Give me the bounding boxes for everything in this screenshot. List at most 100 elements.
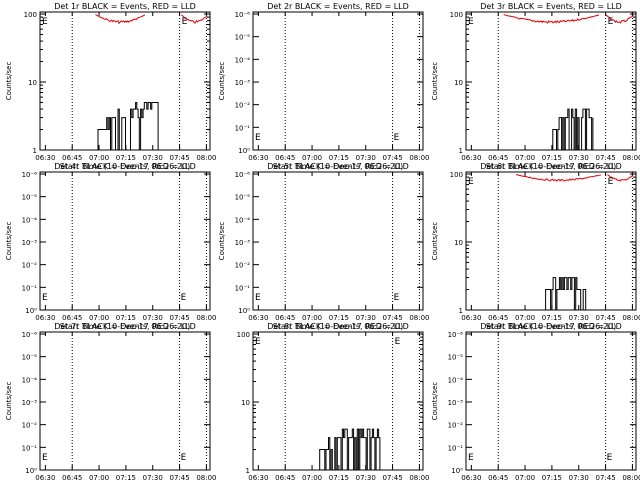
y-tick-label: 10⁻⁶ [235,171,251,179]
x-tick-label: 07:30 [143,314,163,322]
y-tick-label: 10⁻⁴ [448,376,464,384]
x-tick-label: 07:30 [143,474,163,480]
y-tick-label: 10⁻¹ [22,444,38,452]
y-tick-label: 10⁻² [22,262,38,270]
y-tick-label: 10⁻⁶ [235,11,251,19]
y-tick-label: 10⁻⁶ [22,331,38,339]
y-tick-label: 10⁻³ [22,399,38,407]
x-tick-label: 06:30 [35,314,55,322]
y-tick-label: 10⁻³ [448,399,464,407]
x-tick-label: 07:15 [116,474,136,480]
y-axis-label: Counts/sec [431,382,439,421]
chart-title: Det 6r BLACK = Events, RED = LLD [480,162,622,171]
chart-title: Det 9r BLACK = Events, RED = LLD [480,322,622,331]
lld-series [95,14,146,25]
x-tick-label: 06:45 [488,474,508,480]
y-axis-label: Counts/sec [431,222,439,261]
x-tick-label: 07:45 [169,314,189,322]
chart-panel-4: Det 4r BLACK = Events, RED = LLD Counts/s… [5,162,217,331]
y-tick-label: 10⁻¹ [235,124,251,132]
x-tick-label: 07:30 [569,154,589,162]
x-tick-label: 07:45 [382,314,402,322]
e-marker: E [468,17,474,27]
x-tick-label: 07:15 [329,474,349,480]
chart-panel-6: Det 6r BLACK = Events, RED = LLD Counts/s… [431,162,640,331]
y-tick-label: 100 [450,171,463,179]
y-tick-label: 10 [241,399,250,407]
chart-panel-2: Det 2r BLACK = Events, RED = LLD Counts/s… [218,2,430,171]
x-tick-label: 07:45 [595,154,615,162]
x-tick-label: 07:00 [302,474,322,480]
e-marker: E [42,17,48,27]
x-tick-label: 06:45 [488,314,508,322]
x-tick-label: 06:30 [35,474,55,480]
x-tick-label: 07:15 [542,474,562,480]
e-marker: E [181,293,187,303]
x-tick-label: 06:30 [248,314,268,322]
y-tick-label: 10⁰ [25,307,37,315]
y-tick-label: 10⁻⁴ [22,376,38,384]
chart-title: Det 5r BLACK = Events, RED = LLD [267,162,409,171]
y-tick-label: 10⁻⁵ [22,194,38,202]
x-tick-label: 07:00 [515,314,535,322]
plot-frame [39,331,211,471]
e-marker: E [255,337,261,347]
x-tick-label: 06:45 [275,474,295,480]
x-tick-label: 06:45 [62,154,82,162]
x-tick-label: 08:00 [622,154,640,162]
x-tick-label: 07:45 [382,154,402,162]
y-tick-label: 10⁰ [451,467,463,475]
y-tick-label: 10⁻² [235,102,251,110]
x-tick-label: 08:00 [409,154,429,162]
chart-title: Det 2r BLACK = Events, RED = LLD [267,2,409,11]
chart-panel-5: Det 5r BLACK = Events, RED = LLD Counts/s… [218,162,430,331]
y-axis-label: Counts/sec [431,62,439,101]
x-tick-label: 08:00 [409,314,429,322]
events-series [45,102,159,151]
x-tick-label: 06:30 [461,314,481,322]
x-tick-label: 07:15 [329,154,349,162]
lld-series [503,14,600,24]
x-tick-label: 06:45 [62,474,82,480]
x-tick-label: 07:45 [595,314,615,322]
x-axis-label: Start Time (10-Dec-17 06:26:20) [60,322,191,331]
y-tick-label: 1 [459,147,463,155]
y-tick-label: 10⁻² [22,422,38,430]
y-tick-label: 100 [237,331,250,339]
e-marker: E [255,133,261,143]
lld-series [181,14,208,24]
x-tick-label: 08:00 [196,474,216,480]
e-marker: E [42,453,48,463]
chart-title: Det 1r BLACK = Events, RED = LLD [54,2,196,11]
x-tick-label: 07:15 [116,314,136,322]
y-tick-label: 10⁻⁴ [235,216,251,224]
x-tick-label: 08:00 [196,154,216,162]
x-tick-label: 07:45 [169,154,189,162]
x-tick-label: 07:00 [89,154,109,162]
x-tick-label: 06:30 [35,154,55,162]
e-marker: E [468,453,474,463]
chart-panel-9: Det 9r BLACK = Events, RED = LLD Counts/s… [431,322,640,480]
y-tick-label: 100 [450,11,463,19]
x-tick-label: 07:15 [542,314,562,322]
x-tick-label: 07:15 [542,154,562,162]
lld-series [516,174,601,182]
x-tick-label: 07:30 [143,154,163,162]
chart-panel-7: Det 7r BLACK = Events, RED = LLD Counts/s… [5,322,217,480]
x-axis-label: Start Time (10-Dec-17 06:26:20) [486,322,617,331]
e-marker: E [255,293,261,303]
x-tick-label: 07:15 [116,154,136,162]
y-tick-label: 10⁻³ [235,239,251,247]
y-tick-label: 10⁻⁶ [22,171,38,179]
y-tick-label: 10⁻⁴ [22,216,38,224]
x-tick-label: 08:00 [196,314,216,322]
x-tick-label: 06:30 [248,474,268,480]
x-tick-label: 07:15 [329,314,349,322]
x-tick-label: 08:00 [622,474,640,480]
x-tick-label: 08:00 [409,474,429,480]
y-tick-label: 10⁻³ [235,79,251,87]
plot-frame [465,11,637,151]
x-axis-label: Start Time (10-Dec-17 06:26:20) [60,162,191,171]
chart-panel-8: Det 8r BLACK = Events, RED = LLDStart Ti… [237,322,430,480]
